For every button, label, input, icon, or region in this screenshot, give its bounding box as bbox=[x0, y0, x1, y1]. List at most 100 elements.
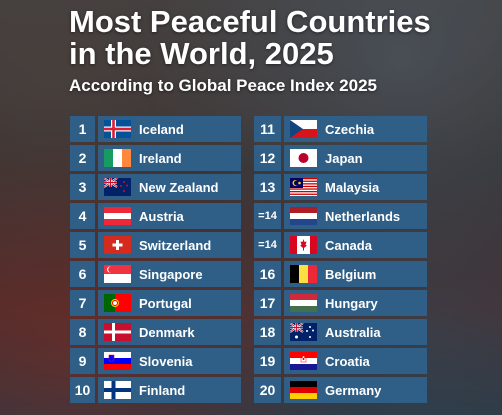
rank-number: =14 bbox=[254, 203, 281, 229]
ranking-row: 20 Germany bbox=[254, 377, 427, 403]
ranking-row: 10 Finland bbox=[70, 377, 241, 403]
new-zealand-flag-icon bbox=[104, 178, 131, 196]
croatia-flag-icon bbox=[290, 352, 317, 370]
ranking-row: 4 Austria bbox=[70, 203, 241, 229]
ranking-row: 18 Australia bbox=[254, 319, 427, 345]
rank-number: 3 bbox=[70, 174, 95, 200]
title-line-1: Most Peaceful Countries bbox=[69, 4, 431, 39]
country-cell: Czechia bbox=[284, 116, 427, 142]
rank-number: 10 bbox=[70, 377, 95, 403]
country-cell: Slovenia bbox=[98, 348, 241, 374]
country-name: Canada bbox=[325, 237, 372, 253]
rank-number: 20 bbox=[254, 377, 281, 403]
rank-number: 11 bbox=[254, 116, 281, 142]
rank-number: 8 bbox=[70, 319, 95, 345]
country-name: Iceland bbox=[139, 121, 184, 137]
ranking-row: 12 Japan bbox=[254, 145, 427, 171]
singapore-flag-icon bbox=[104, 265, 131, 283]
country-name: Japan bbox=[325, 150, 363, 166]
iceland-flag-icon bbox=[104, 120, 131, 138]
ranking-row: 19 Croatia bbox=[254, 348, 427, 374]
austria-flag-icon bbox=[104, 207, 131, 225]
country-name: Denmark bbox=[139, 324, 195, 340]
ranking-row: =14 Netherlands bbox=[254, 203, 427, 229]
slovenia-flag-icon bbox=[104, 352, 131, 370]
ireland-flag-icon bbox=[104, 149, 131, 167]
country-name: Germany bbox=[325, 382, 382, 398]
country-name: Singapore bbox=[139, 266, 203, 282]
rank-number: 16 bbox=[254, 261, 281, 287]
rank-number: =14 bbox=[254, 232, 281, 258]
rank-number: 5 bbox=[70, 232, 95, 258]
country-name: Czechia bbox=[325, 121, 375, 137]
japan-flag-icon bbox=[290, 149, 317, 167]
portugal-flag-icon bbox=[104, 294, 131, 312]
country-name: Australia bbox=[325, 324, 381, 340]
ranking-row: 17 Hungary bbox=[254, 290, 427, 316]
rank-number: 7 bbox=[70, 290, 95, 316]
page-title: Most Peaceful Countries in the World, 20… bbox=[69, 6, 431, 70]
rank-number: 13 bbox=[254, 174, 281, 200]
rank-number: 18 bbox=[254, 319, 281, 345]
ranking-row: 8 Denmark bbox=[70, 319, 241, 345]
ranking-column-right: 11 Czechia 12 Japan 13 Malaysia =14 Netherla… bbox=[254, 116, 427, 403]
country-cell: Singapore bbox=[98, 261, 241, 287]
czechia-flag-icon bbox=[290, 120, 317, 138]
country-name: Ireland bbox=[139, 150, 182, 166]
country-cell: Hungary bbox=[284, 290, 427, 316]
country-cell: Austria bbox=[98, 203, 241, 229]
canada-flag-icon bbox=[290, 236, 317, 254]
ranking-row: =14 Canada bbox=[254, 232, 427, 258]
country-name: Portugal bbox=[139, 295, 192, 311]
denmark-flag-icon bbox=[104, 323, 131, 341]
ranking-column-left: 1 Iceland 2 Ireland 3 New Zealand 4 Austria … bbox=[70, 116, 241, 403]
country-cell: Portugal bbox=[98, 290, 241, 316]
ranking-row: 9 Slovenia bbox=[70, 348, 241, 374]
hungary-flag-icon bbox=[290, 294, 317, 312]
ranking-row: 7 Portugal bbox=[70, 290, 241, 316]
ranking-row: 1 Iceland bbox=[70, 116, 241, 142]
country-cell: Croatia bbox=[284, 348, 427, 374]
malaysia-flag-icon bbox=[290, 178, 317, 196]
rank-number: 1 bbox=[70, 116, 95, 142]
country-name: Switzerland bbox=[139, 237, 212, 253]
rank-number: 17 bbox=[254, 290, 281, 316]
country-cell: Belgium bbox=[284, 261, 427, 287]
ranking-row: 16 Belgium bbox=[254, 261, 427, 287]
country-cell: Iceland bbox=[98, 116, 241, 142]
rank-number: 19 bbox=[254, 348, 281, 374]
rank-number: 6 bbox=[70, 261, 95, 287]
ranking-row: 11 Czechia bbox=[254, 116, 427, 142]
ranking-row: 13 Malaysia bbox=[254, 174, 427, 200]
country-name: Malaysia bbox=[325, 179, 380, 195]
country-name: Hungary bbox=[325, 295, 378, 311]
finland-flag-icon bbox=[104, 381, 131, 399]
rank-number: 9 bbox=[70, 348, 95, 374]
country-cell: Ireland bbox=[98, 145, 241, 171]
country-name: Slovenia bbox=[139, 353, 193, 369]
ranking-row: 6 Singapore bbox=[70, 261, 241, 287]
country-cell: Japan bbox=[284, 145, 427, 171]
ranking-row: 2 Ireland bbox=[70, 145, 241, 171]
switzerland-flag-icon bbox=[104, 236, 131, 254]
rank-number: 2 bbox=[70, 145, 95, 171]
country-cell: Netherlands bbox=[284, 203, 427, 229]
country-name: Netherlands bbox=[325, 208, 401, 224]
title-line-2: in the World, 2025 bbox=[69, 36, 334, 71]
rank-number: 12 bbox=[254, 145, 281, 171]
rank-number: 4 bbox=[70, 203, 95, 229]
country-cell: Germany bbox=[284, 377, 427, 403]
country-name: Austria bbox=[139, 208, 184, 224]
country-name: New Zealand bbox=[139, 179, 219, 195]
subtitle: According to Global Peace Index 2025 bbox=[69, 76, 377, 95]
country-cell: Australia bbox=[284, 319, 427, 345]
country-name: Croatia bbox=[325, 353, 370, 369]
country-name: Belgium bbox=[325, 266, 377, 282]
netherlands-flag-icon bbox=[290, 207, 317, 225]
country-cell: Switzerland bbox=[98, 232, 241, 258]
australia-flag-icon bbox=[290, 323, 317, 341]
ranking-row: 5 Switzerland bbox=[70, 232, 241, 258]
country-cell: Canada bbox=[284, 232, 427, 258]
country-cell: Finland bbox=[98, 377, 241, 403]
germany-flag-icon bbox=[290, 381, 317, 399]
